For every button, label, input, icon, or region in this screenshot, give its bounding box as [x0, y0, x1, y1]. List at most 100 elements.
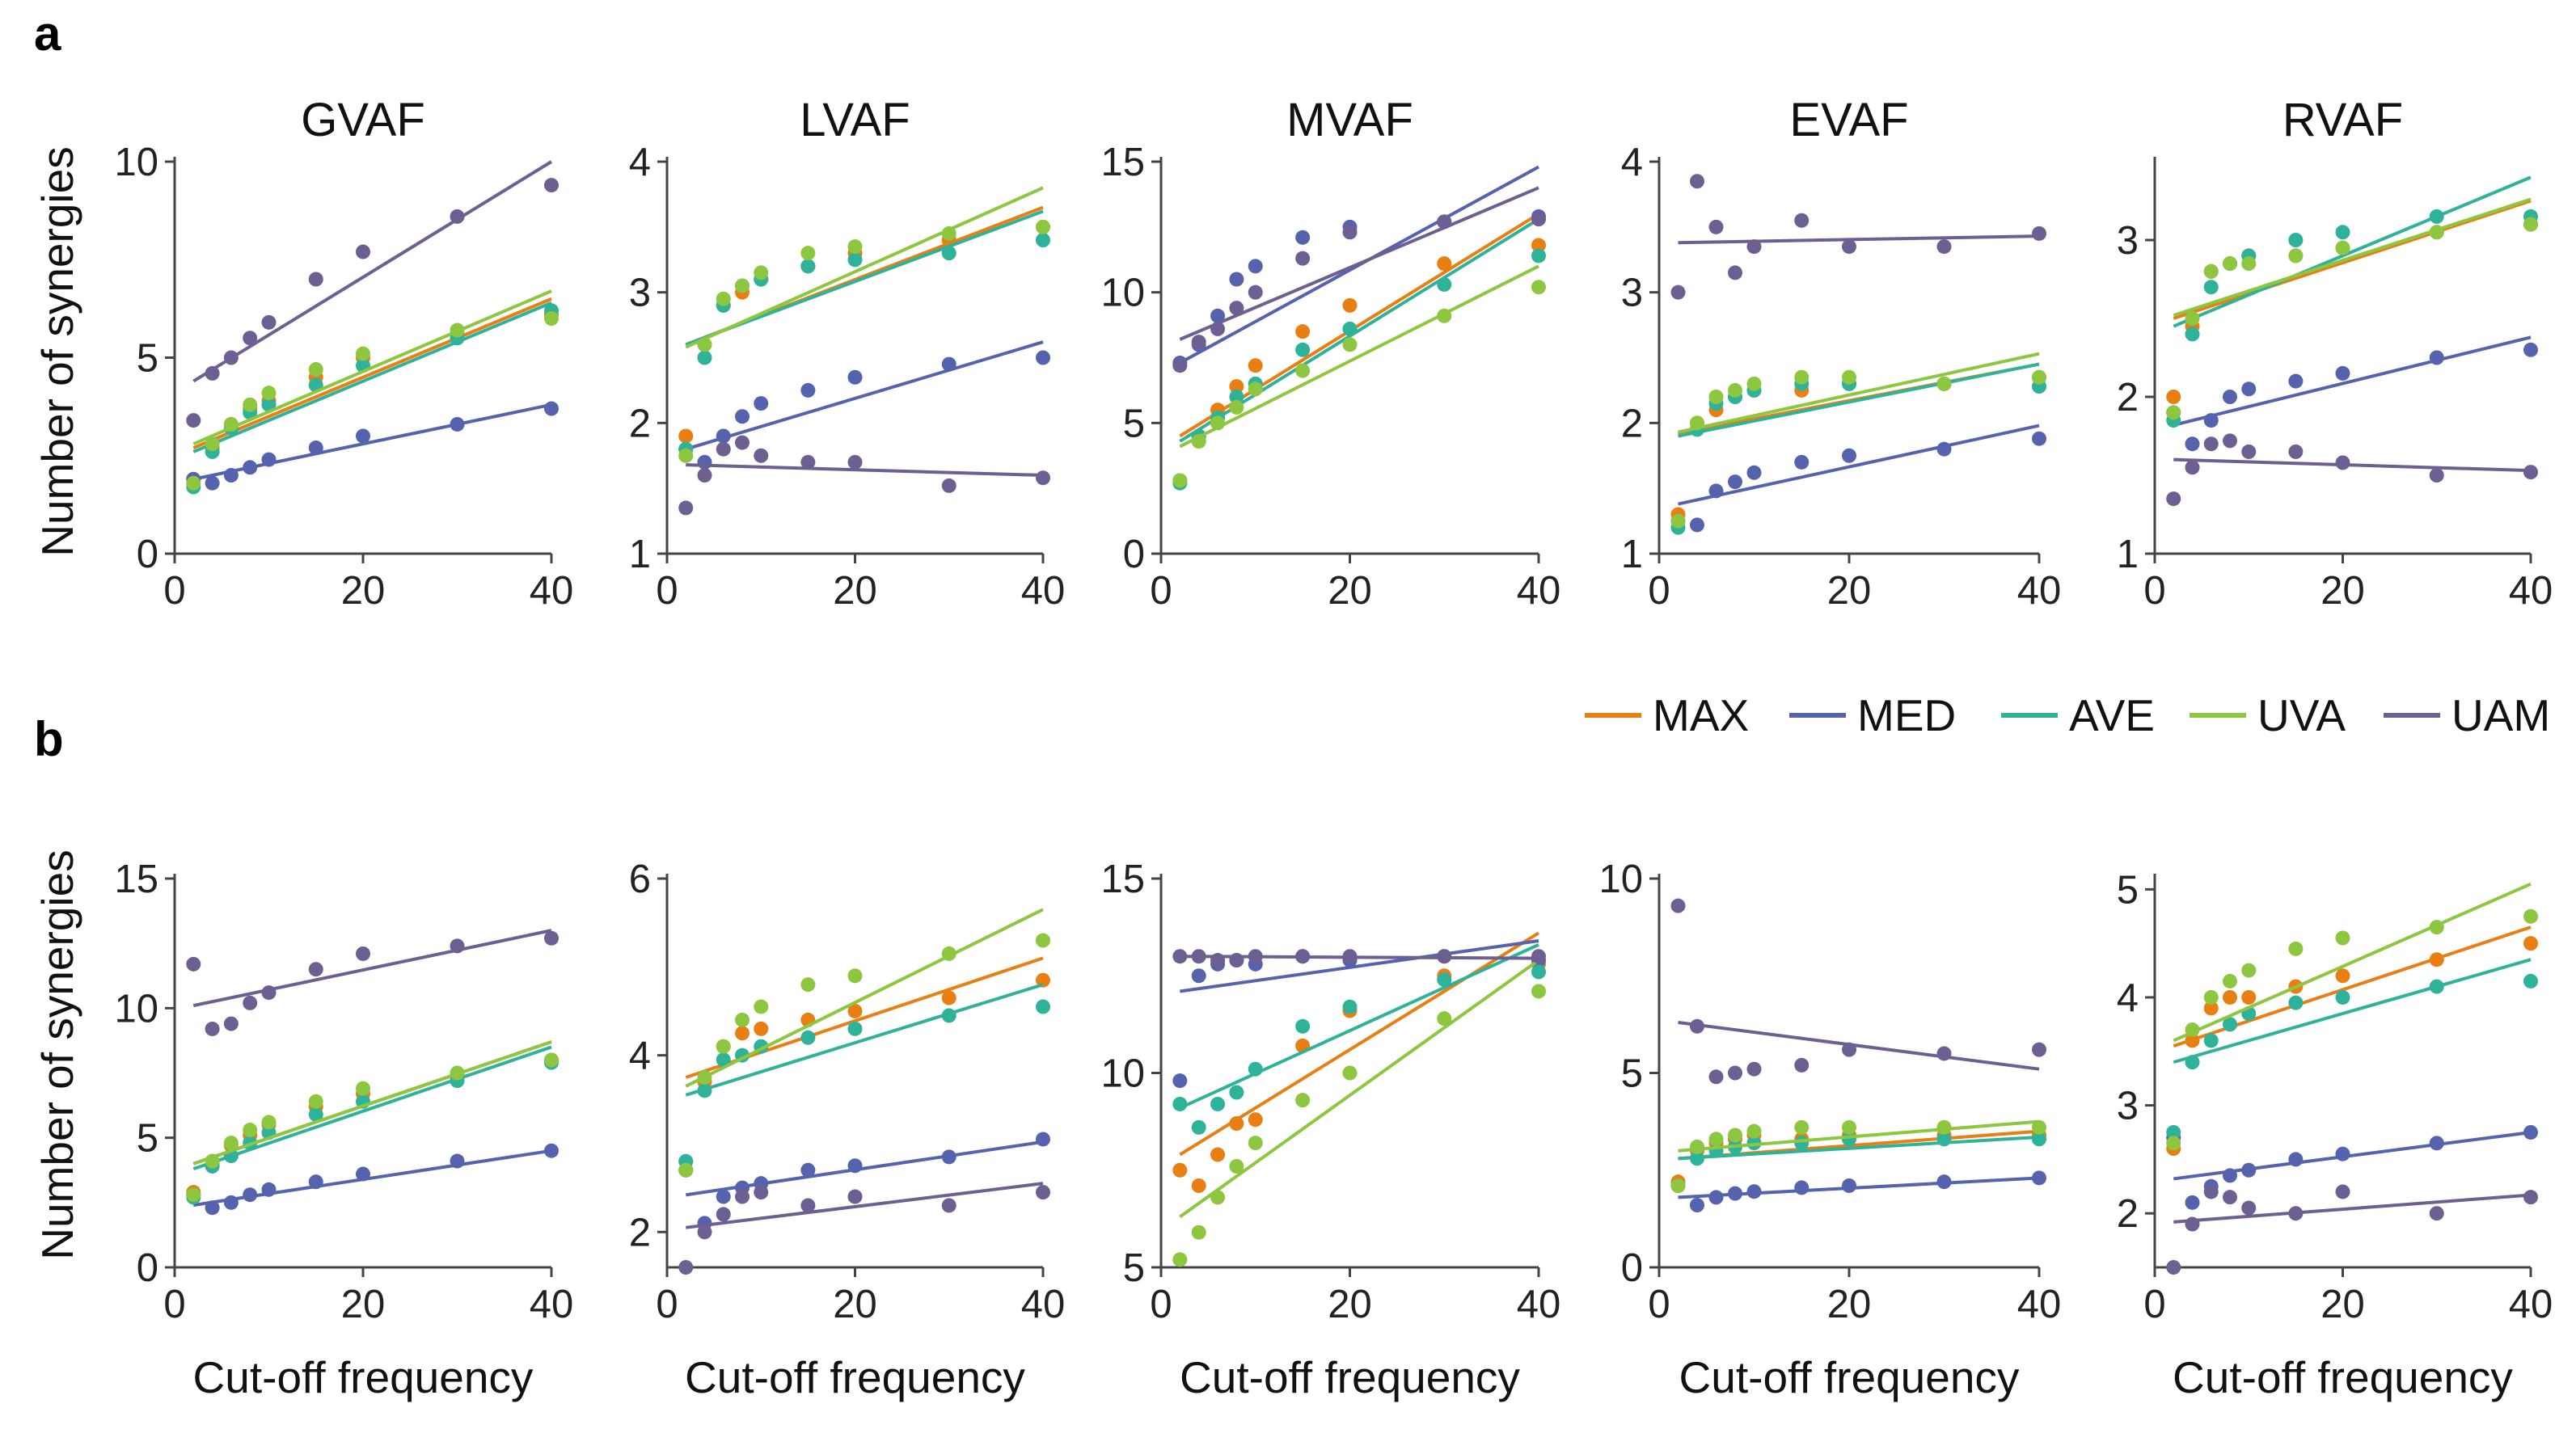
row-a-chart-1-ytick-label: 0 — [137, 533, 158, 576]
row-a-chart-2-uam-point — [847, 454, 863, 470]
row-b-chart-1-uva-point — [450, 1065, 465, 1081]
row-a-chart-5-uva-point — [2288, 248, 2304, 263]
row-a-chart-4-xtick-label: 40 — [2017, 569, 2062, 613]
row-b-chart-3-ave-point — [1342, 999, 1358, 1014]
row-b-chart-2-uva-point — [697, 1069, 712, 1085]
row-b-chart-2-ave-point — [697, 1083, 712, 1098]
row-a-chart-4-xtick-label: 20 — [1827, 569, 1872, 613]
row-a-chart-3-uva-point — [1248, 381, 1263, 397]
row-b-chart-2-med-point — [800, 1162, 816, 1178]
row-a-chart-5-uam-point — [2241, 444, 2257, 459]
row-b-chart-4-med-point — [1794, 1180, 1810, 1195]
row-b-chart-5-uam-point — [2185, 1216, 2200, 1232]
row-a-chart-2-med-point — [735, 409, 750, 424]
row-b-chart-2-x-axis-label: Cut-off frequency — [685, 1352, 1025, 1402]
row-b-chart-5-uam-point — [2429, 1206, 2444, 1221]
row-b-chart-5-max-point — [2203, 1001, 2219, 1016]
row-b-chart-4-uva-point — [1842, 1119, 1856, 1135]
row-b-chart-3-uva-point — [1210, 1190, 1226, 1205]
row-a-chart-3-ytick-label: 10 — [1100, 272, 1145, 315]
row-b-chart-2-xtick-label: 20 — [833, 1283, 877, 1326]
row-b-chart-1-med-point — [356, 1166, 370, 1182]
row-a-chart-4-med-point — [1690, 517, 1704, 533]
row-a-chart-5-uam-point — [2166, 491, 2181, 507]
row-a-chart-5-max-point — [2166, 390, 2181, 404]
row-b-chart-1-uva-point — [356, 1081, 370, 1096]
row-b-chart-5-med-point — [2523, 1124, 2538, 1140]
row-b-chart-1-ytick-label: 0 — [137, 1246, 158, 1290]
row-a-chart-3-ytick-label: 15 — [1100, 141, 1145, 184]
row-b-chart-3-uva-point — [1342, 1065, 1358, 1081]
row-a-chart-3-ave-point — [1531, 248, 1546, 263]
row-b-chart-4-uva-point — [1936, 1119, 1952, 1135]
row-b-chart-4-med-point — [1746, 1184, 1762, 1199]
row-a-chart-4-uva-point — [1794, 369, 1810, 385]
row-b-chart-1-uva-point — [186, 1187, 201, 1203]
row-b-chart-3-ave-point — [1172, 1096, 1188, 1111]
row-a-chart-5-uam-point — [2429, 468, 2444, 483]
row-b-chart-2: 2 4 6 0 20 40 Cut-off frequency — [629, 858, 1066, 1402]
row-b-chart-4-uam-point — [1670, 898, 1686, 913]
row-b-chart-5: 2 3 4 5 0 20 40 Cut-off frequency — [2117, 868, 2553, 1402]
row-b-chart-4-ave-fit-line — [1678, 1135, 2040, 1161]
row-b-chart-5-uam-point — [2523, 1190, 2538, 1205]
row-a-chart-1: 0 5 10 0 20 40 GVAF — [114, 94, 573, 613]
row-a-chart-1-uva-point — [308, 362, 323, 377]
row-a-chart-2-title: LVAF — [800, 94, 910, 146]
row-a-chart-2-xtick-label: 20 — [833, 569, 877, 613]
row-a-chart-4-uam-point — [1842, 239, 1856, 255]
row-b-chart-5-ytick-label: 3 — [2117, 1085, 2139, 1128]
row-b-chart-2-max-point — [735, 1026, 750, 1041]
row-a-chart-2-uam-point — [941, 478, 956, 493]
row-b-chart-3-uam-point — [1437, 949, 1452, 964]
row-b-chart-1-ave-fit-line — [192, 1045, 552, 1171]
row-b-chart-3-uva-point — [1531, 984, 1546, 999]
row-b-chart-4-uva-point — [1746, 1123, 1762, 1139]
row-b-chart-5-med-point — [2429, 1136, 2444, 1151]
row-b-chart-2-uam-point — [941, 1198, 956, 1213]
row-b-chart-4-uam-point — [1708, 1069, 1724, 1085]
row-b-chart-3-uam-point — [1229, 953, 1244, 968]
panel-label-b: b — [34, 712, 64, 766]
row-a-chart-5-title: RVAF — [2283, 94, 2403, 146]
row-a-chart-5-max-fit-line — [2173, 199, 2532, 320]
row-a-chart-5-ave-fit-line — [2173, 175, 2532, 328]
row-a-chart-3-ave-point — [1295, 342, 1311, 357]
row-a-chart-5-ave-point — [2185, 327, 2200, 342]
row-b-chart-3: 5 10 15 0 20 40 Cut-off frequency — [1100, 858, 1560, 1402]
row-b-chart-2-uva-point — [678, 1162, 694, 1178]
row-a-chart-1-med-point — [450, 416, 465, 432]
row-a-chart-2-ave-point — [847, 252, 863, 268]
row-a-chart-2-xtick-label: 0 — [656, 569, 678, 613]
row-b-chart-4-uva-point — [2032, 1119, 2046, 1135]
row-b-chart-4-uam-point — [1842, 1042, 1856, 1057]
row-b-chart-2-uva-point — [941, 946, 956, 961]
row-b-chart-2-ave-fit-line — [685, 983, 1044, 1097]
row-a-chart-4-uam-point — [1670, 285, 1686, 300]
row-a-chart-1-uam-point — [261, 314, 277, 330]
row-a-chart-1-med-point — [261, 452, 277, 467]
row-b-chart-2-ave-point — [800, 1030, 816, 1045]
row-a-chart-4-uam-fit-line — [1678, 234, 2040, 245]
row-a-chart-5-uva-fit-line — [2173, 197, 2532, 318]
legend-label-max: MAX — [1653, 690, 1749, 740]
row-a-chart-1-med-point — [308, 441, 323, 456]
row-b-chart-2-xtick-label: 40 — [1021, 1283, 1066, 1326]
row-a-chart-5-uam-point — [2203, 436, 2219, 452]
row-b-chart-1-xtick-label: 40 — [530, 1283, 574, 1326]
row-b-chart-5-max-point — [2429, 952, 2444, 967]
row-a-chart-2-uva-point — [716, 291, 731, 306]
row-b-chart-5-uam-point — [2223, 1190, 2237, 1205]
row-b-chart-2-max-point — [1036, 972, 1050, 988]
row-b-chart-2-uam-point — [716, 1207, 731, 1222]
row-b-chart-2-max-point — [847, 1003, 863, 1018]
row-a-chart-5-xtick-label: 40 — [2509, 569, 2553, 613]
row-b-chart-1-uam-point — [308, 962, 323, 977]
row-b-chart-2-med-point — [1036, 1132, 1050, 1147]
row-a-chart-4-uva-point — [1746, 376, 1762, 391]
row-a-chart-1-med-point — [356, 428, 370, 444]
row-a-chart-4-med-point — [1746, 465, 1762, 480]
row-b-chart-2-uva-point — [754, 999, 769, 1014]
row-b-chart-3-uam-point — [1210, 953, 1226, 968]
